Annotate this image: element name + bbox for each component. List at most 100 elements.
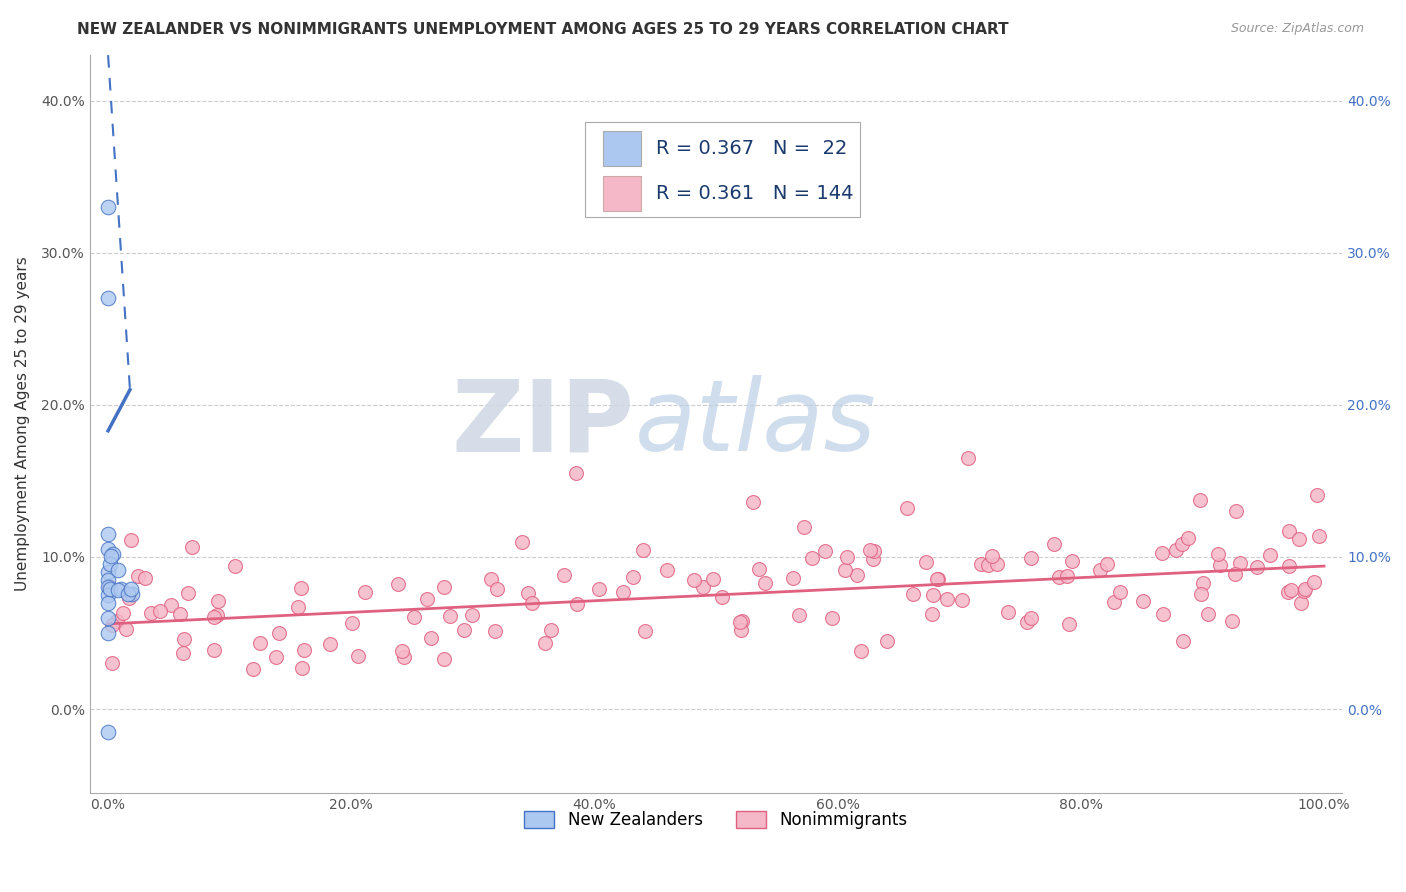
Point <box>180 540 202 554</box>
Point <box>97 724 120 739</box>
Point <box>1220 614 1243 628</box>
Point <box>139 606 162 620</box>
Point <box>1188 493 1211 508</box>
Point <box>977 558 1000 572</box>
Point <box>588 582 610 596</box>
Point <box>621 570 644 584</box>
Point <box>202 642 225 657</box>
Text: NEW ZEALANDER VS NONIMMIGRANTS UNEMPLOYMENT AMONG AGES 25 TO 29 YEARS CORRELATIO: NEW ZEALANDER VS NONIMMIGRANTS UNEMPLOYM… <box>77 22 1010 37</box>
Point <box>800 551 823 566</box>
Point <box>224 559 246 574</box>
Point <box>98 582 121 596</box>
Point <box>655 563 678 577</box>
Point <box>484 624 506 638</box>
Point <box>1017 615 1039 629</box>
Point <box>834 563 856 577</box>
Point <box>1189 587 1212 601</box>
Point <box>748 562 770 576</box>
Point <box>249 636 271 650</box>
Point <box>415 591 437 606</box>
Point <box>1288 532 1310 546</box>
Point <box>107 563 129 577</box>
Point <box>98 558 121 572</box>
Point <box>970 557 993 571</box>
Point <box>927 572 949 586</box>
Text: R = 0.367   N =  22: R = 0.367 N = 22 <box>657 139 848 158</box>
Point <box>634 624 657 638</box>
Point <box>1164 543 1187 558</box>
Point <box>1060 554 1083 568</box>
Point <box>134 571 156 585</box>
Point <box>1278 559 1301 574</box>
Point <box>172 647 194 661</box>
Point <box>1308 528 1330 542</box>
Point <box>711 590 734 604</box>
Point <box>120 533 142 548</box>
Point <box>202 609 225 624</box>
Point <box>849 643 872 657</box>
Point <box>935 591 957 606</box>
Point <box>565 467 588 481</box>
Point <box>1043 536 1066 550</box>
Point <box>1223 567 1246 582</box>
Point <box>177 586 200 600</box>
Point <box>702 572 724 586</box>
Point <box>1177 531 1199 545</box>
Point <box>264 650 287 665</box>
Point <box>922 588 945 602</box>
Point <box>846 568 869 582</box>
Point <box>782 570 804 584</box>
Point <box>1150 545 1173 559</box>
Point <box>169 607 191 622</box>
Point <box>1102 595 1125 609</box>
Point <box>692 580 714 594</box>
Point <box>387 577 409 591</box>
Point <box>149 605 172 619</box>
Point <box>730 623 752 637</box>
Point <box>100 549 122 564</box>
Point <box>347 649 370 664</box>
Point <box>876 633 898 648</box>
Point <box>1057 617 1080 632</box>
Point <box>1049 570 1071 584</box>
Point <box>392 649 415 664</box>
Point <box>683 573 706 587</box>
Point <box>1192 576 1215 591</box>
Point <box>103 547 125 561</box>
Point <box>1306 488 1329 502</box>
Point <box>1097 558 1119 572</box>
Point <box>101 656 124 670</box>
Point <box>111 606 134 620</box>
Point <box>1277 584 1299 599</box>
Point <box>117 587 139 601</box>
Point <box>950 592 973 607</box>
Point <box>837 549 859 564</box>
Point <box>1088 563 1111 577</box>
Point <box>319 637 342 651</box>
Point <box>925 572 948 586</box>
Point <box>420 632 443 646</box>
Point <box>1278 524 1301 539</box>
Point <box>1132 594 1154 608</box>
Point <box>173 632 195 647</box>
Point <box>97 611 120 625</box>
Point <box>439 608 461 623</box>
Point <box>1206 547 1229 561</box>
FancyBboxPatch shape <box>603 176 641 211</box>
Point <box>1019 551 1042 566</box>
Point <box>1289 596 1312 610</box>
Text: atlas: atlas <box>634 376 876 473</box>
Point <box>115 623 138 637</box>
Point <box>730 615 752 629</box>
Point <box>516 585 538 599</box>
Point <box>981 549 1004 564</box>
Point <box>1197 607 1219 621</box>
Point <box>118 591 141 605</box>
Point <box>1173 633 1195 648</box>
Point <box>540 623 562 637</box>
Text: Source: ZipAtlas.com: Source: ZipAtlas.com <box>1230 22 1364 36</box>
Point <box>453 623 475 637</box>
Point <box>859 542 882 557</box>
Point <box>814 544 837 558</box>
Point <box>1056 568 1078 582</box>
